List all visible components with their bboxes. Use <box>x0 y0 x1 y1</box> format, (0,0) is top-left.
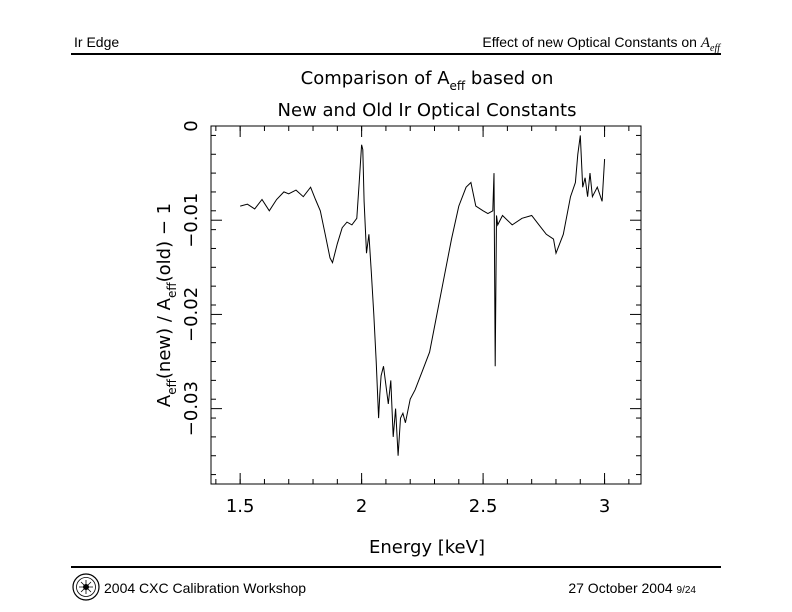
footer-right: 27 October 2004 9/24 <box>568 580 696 596</box>
chart-title-sub: eff <box>450 79 466 93</box>
ylabel-a1: A <box>154 394 175 407</box>
chart-title-b: based on <box>465 68 553 89</box>
x-tick-label: 2 <box>356 496 367 517</box>
y-tick-label: 0 <box>181 120 202 131</box>
ylabel-end: (old) − 1 <box>154 203 175 282</box>
header-right-prefix: Effect of new Optical Constants on <box>482 34 701 50</box>
y-tick-label: −0.03 <box>181 381 202 436</box>
series-line <box>240 135 606 456</box>
x-tick-label: 3 <box>599 496 610 517</box>
ylabel-mid: (new) / A <box>154 297 175 379</box>
y-tick-label: −0.01 <box>181 193 202 248</box>
plot-frame <box>210 125 642 485</box>
chart-title-line1: Comparison of Aeff based on <box>301 68 554 93</box>
header-left: Ir Edge <box>74 34 120 50</box>
header-right-symbol: A <box>700 35 710 51</box>
footer-left: 2004 CXC Calibration Workshop <box>104 580 307 596</box>
x-tick-label: 1.5 <box>226 496 255 517</box>
x-axis-ticks: 1.5 2 2.5 3 <box>226 126 610 517</box>
y-tick-label: −0.02 <box>181 287 202 342</box>
minor-ticks <box>211 126 641 484</box>
ylabel-sub1: eff <box>165 378 179 394</box>
header-rule <box>71 53 721 55</box>
footer-date: 27 October 2004 <box>568 580 673 596</box>
x-axis-label: Energy [keV] <box>369 537 485 558</box>
chart-title-a: Comparison of A <box>301 68 451 89</box>
footer-rule <box>71 566 721 568</box>
ylabel-sub2: eff <box>165 282 179 298</box>
header-right: Effect of new Optical Constants on Aeff <box>482 34 720 54</box>
y-axis-label: Aeff(new) / Aeff(old) − 1 <box>154 203 179 407</box>
cxc-logo-icon <box>72 573 100 601</box>
footer-page: 9/24 <box>676 585 696 596</box>
chart-title-line2: New and Old Ir Optical Constants <box>278 100 577 121</box>
x-tick-label: 2.5 <box>469 496 498 517</box>
y-axis-ticks: 0 −0.01 −0.02 −0.03 <box>181 120 641 436</box>
header-right-sub: eff <box>710 42 720 54</box>
